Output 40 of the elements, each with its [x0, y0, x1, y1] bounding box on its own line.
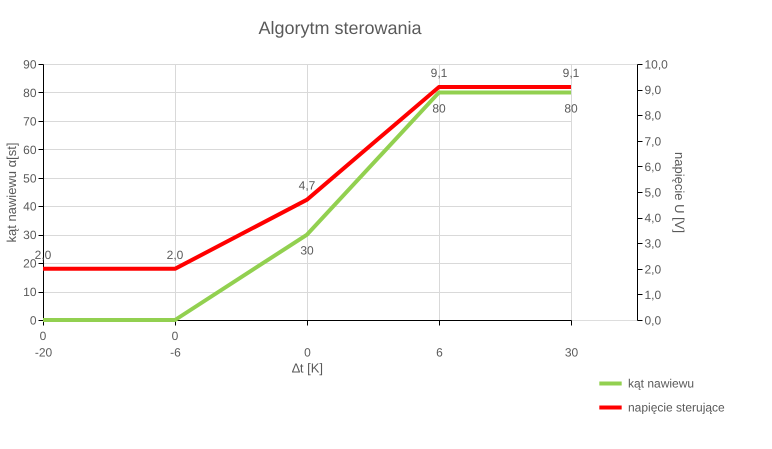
data-label: 4,7 — [298, 178, 316, 193]
y2-tick-label: 0,0 — [644, 314, 662, 328]
x-tick-label: 0 — [304, 346, 312, 360]
y-tick-label: 90 — [23, 58, 37, 72]
y2-tick-label: 3,0 — [644, 236, 662, 251]
y2-tick-label: 2,0 — [644, 262, 662, 276]
y-tick-label: 70 — [23, 114, 37, 128]
data-label: 9,1 — [430, 66, 448, 80]
y-tick-label: 40 — [23, 200, 37, 214]
x-tick-label: 6 — [436, 346, 444, 360]
data-label: 80 — [432, 101, 446, 116]
chart-title: Algorytm sterowania — [258, 18, 423, 38]
x-axis-title: ∆t [K] — [292, 360, 324, 376]
y2-tick-label: 10,0 — [644, 58, 668, 72]
y-tick-label: 10 — [23, 285, 37, 300]
legend-label: kąt nawiewu — [628, 376, 694, 390]
data-label: 0 — [40, 329, 47, 343]
legend-label: napięcie sterujące — [628, 400, 726, 414]
y-axis-title: kąt nawiewu α[st] — [4, 142, 20, 243]
y2-tick-label: 9,0 — [644, 83, 662, 98]
y-tick-label: 50 — [23, 171, 37, 186]
y-tick-label: 80 — [23, 86, 37, 100]
x-tick-label: -20 — [34, 346, 52, 360]
y2-tick-label: 4,0 — [644, 211, 662, 226]
y2-tick-label: 1,0 — [644, 288, 662, 302]
x-tick-label: -6 — [170, 346, 182, 360]
y-tick-label: 60 — [23, 142, 37, 157]
y-tick-label: 0 — [30, 314, 37, 328]
data-label: 30 — [300, 244, 314, 258]
y2-tick-label: 7,0 — [644, 134, 662, 148]
data-label: 0 — [172, 329, 179, 343]
data-label: 9,1 — [562, 66, 580, 80]
data-label: 2,0 — [166, 248, 184, 262]
y-tick-label: 30 — [23, 228, 37, 242]
y2-tick-label: 6,0 — [644, 160, 662, 174]
x-tick-label: 30 — [564, 346, 578, 360]
y2-tick-label: 5,0 — [644, 186, 662, 200]
data-label: 80 — [564, 101, 578, 116]
y2-axis-title: napięcie U [V] — [672, 152, 687, 233]
y2-tick-label: 8,0 — [644, 108, 662, 123]
